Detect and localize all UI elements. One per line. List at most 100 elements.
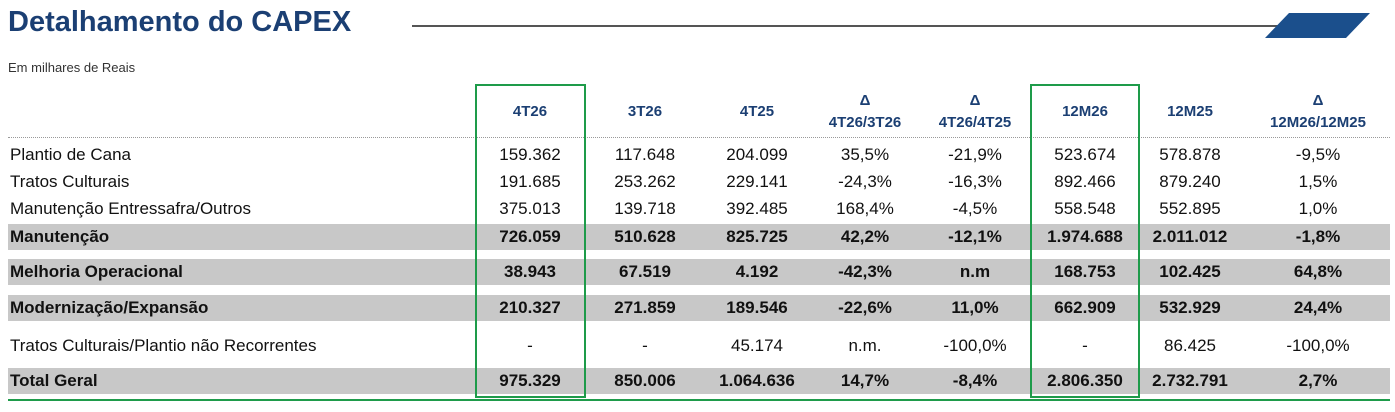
- row-label: Manutenção: [10, 227, 110, 246]
- cell: 102.425: [1159, 262, 1221, 281]
- cell: 67.519: [619, 262, 671, 281]
- column-header: Δ 4T26/4T25: [939, 90, 1012, 134]
- row-label: Tratos Culturais/Plantio não Recorrentes: [10, 336, 317, 355]
- header-line: Δ: [1312, 92, 1324, 109]
- column-header: 4T25: [740, 101, 774, 123]
- row-band: [8, 295, 1390, 321]
- header-line: 4T25: [739, 103, 775, 120]
- cell: 229.141: [726, 172, 788, 191]
- header-line: 4T26/4T25: [938, 114, 1012, 131]
- cell: 558.548: [1054, 199, 1116, 218]
- header-line: 12M25: [1167, 103, 1213, 120]
- cell: 210.327: [499, 298, 561, 317]
- cell: 35,5%: [840, 145, 890, 164]
- cell: 578.878: [1159, 145, 1221, 164]
- cell: -16,3%: [948, 172, 1002, 191]
- column-header: 12M26: [1062, 101, 1108, 123]
- cell: 892.466: [1054, 172, 1116, 191]
- cell: 42,2%: [840, 227, 890, 246]
- cell: 1,0%: [1298, 199, 1338, 218]
- subtitle: Em milhares de Reais: [8, 60, 136, 75]
- cell: -21,9%: [948, 145, 1002, 164]
- cell: 45.174: [731, 336, 783, 355]
- header-line: 12M26/12M25: [1270, 114, 1366, 131]
- column-header: Δ 12M26/12M25: [1270, 90, 1366, 134]
- row-band: [8, 259, 1390, 285]
- column-header: Δ 4T26/3T26: [829, 90, 902, 134]
- column-header: 3T26: [628, 101, 662, 123]
- cell: 253.262: [614, 172, 676, 191]
- cell: 38.943: [504, 262, 556, 281]
- cell: 4.192: [735, 262, 779, 281]
- cell: -8,4%: [952, 371, 998, 390]
- row-label: Tratos Culturais: [10, 172, 130, 191]
- cell: 168,4%: [836, 199, 894, 218]
- cell: 1,5%: [1298, 172, 1338, 191]
- cell: 1.974.688: [1047, 227, 1123, 246]
- cell: 2.806.350: [1047, 371, 1123, 390]
- cell: 726.059: [499, 227, 561, 246]
- header-line: 12M26: [1062, 103, 1108, 120]
- cell: -24,3%: [838, 172, 892, 191]
- cell: 662.909: [1054, 298, 1116, 317]
- cell: -22,6%: [838, 298, 892, 317]
- cell: 14,7%: [840, 371, 890, 390]
- title-ornament: [1265, 13, 1370, 38]
- row-band: [8, 368, 1390, 394]
- row-label: Manutenção Entressafra/Outros: [10, 199, 251, 218]
- row-label: Modernização/Expansão: [10, 298, 209, 317]
- highlight-box: [475, 84, 586, 398]
- cell: 2.011.012: [1152, 227, 1228, 246]
- cell: 11,0%: [951, 298, 999, 317]
- header-line: 4T26/3T26: [828, 114, 902, 131]
- cell: -42,3%: [838, 262, 892, 281]
- cell: 375.013: [499, 199, 561, 218]
- header-line: Δ: [969, 92, 981, 109]
- highlight-box: [1030, 84, 1140, 398]
- cell: -: [1082, 336, 1088, 355]
- cell: -100,0%: [943, 336, 1007, 355]
- row-label: Total Geral: [10, 371, 98, 390]
- cell: -4,5%: [952, 199, 998, 218]
- cell: 1.064.636: [719, 371, 795, 390]
- cell: 975.329: [499, 371, 561, 390]
- cell: 825.725: [726, 227, 788, 246]
- cell: 532.929: [1159, 298, 1221, 317]
- cell: 86.425: [1164, 336, 1216, 355]
- cell: 139.718: [614, 199, 676, 218]
- cell: 510.628: [614, 227, 676, 246]
- cell: 2.732.791: [1152, 371, 1228, 390]
- cell: -100,0%: [1286, 336, 1350, 355]
- row-label: Melhoria Operacional: [10, 262, 183, 281]
- cell: -: [527, 336, 533, 355]
- column-header: 4T26: [513, 101, 547, 123]
- cell: 392.485: [726, 199, 788, 218]
- cell: 168.753: [1054, 262, 1116, 281]
- cell: 191.685: [499, 172, 561, 191]
- cell: 117.648: [614, 145, 676, 164]
- header-rule: [8, 137, 1390, 138]
- title: Detalhamento do CAPEX: [8, 6, 352, 38]
- cell: -1,8%: [1295, 227, 1341, 246]
- cell: -9,5%: [1295, 145, 1341, 164]
- cell: 523.674: [1054, 145, 1116, 164]
- cell: 24,4%: [1293, 298, 1343, 317]
- cell: 2,7%: [1298, 371, 1338, 390]
- cell: 879.240: [1159, 172, 1221, 191]
- header-line: Δ: [859, 92, 871, 109]
- title-rule: [412, 25, 1282, 27]
- header-line: 4T26: [512, 103, 548, 120]
- cell: 189.546: [726, 298, 788, 317]
- row-band: [8, 224, 1390, 250]
- column-header: 12M25: [1167, 101, 1213, 123]
- cell: n.m.: [848, 336, 882, 355]
- cell: 850.006: [614, 371, 676, 390]
- cell: n.m: [959, 262, 991, 281]
- cell: 271.859: [614, 298, 676, 317]
- bottom-rule: [8, 399, 1390, 401]
- cell: 159.362: [499, 145, 561, 164]
- cell: -12,1%: [948, 227, 1002, 246]
- cell: 552.895: [1159, 199, 1221, 218]
- header-line: 3T26: [627, 103, 663, 120]
